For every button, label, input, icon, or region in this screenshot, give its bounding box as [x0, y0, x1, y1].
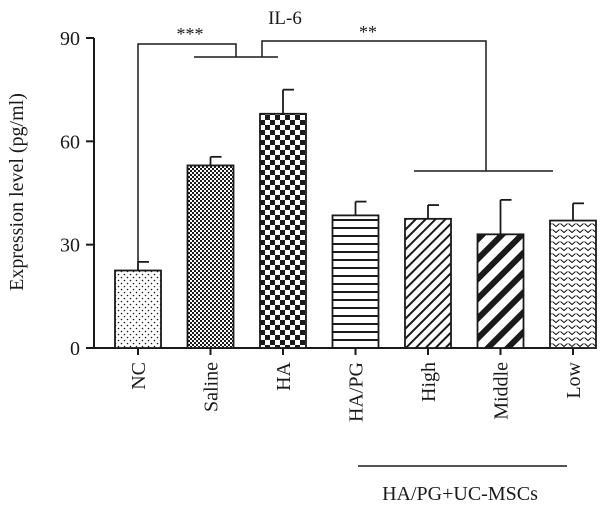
bracket-ha	[261, 40, 487, 171]
bar-ha	[259, 112, 307, 349]
y-tick-label: 0	[70, 338, 80, 360]
y-tick-label: 30	[60, 235, 80, 257]
x-tick-label: HA/PG	[346, 362, 368, 422]
x-tick-label: NC	[128, 362, 150, 390]
bars: NC Saline HA HA/PG High Middle Low	[114, 88, 597, 422]
x-tick-label: Low	[563, 361, 585, 398]
significance-annotations: *** **	[137, 22, 567, 467]
y-axis-label: Expression level (pg/ml)	[6, 93, 28, 291]
y-tick-label: 90	[60, 28, 80, 50]
chart-title: IL-6	[268, 8, 302, 29]
x-tick-label: HA	[273, 361, 295, 390]
x-tick-label: Saline	[201, 362, 223, 412]
x-tick-label: High	[418, 362, 440, 402]
bracket-nc	[137, 43, 237, 262]
bar-nc	[114, 269, 162, 349]
x-tick-label: Middle	[491, 362, 513, 420]
group-label: HA/PG+UC-MSCs	[382, 483, 538, 505]
bar-ha-pg	[331, 214, 380, 349]
bar-high	[404, 217, 452, 349]
bar-middle	[476, 233, 525, 349]
significance-marker: **	[359, 22, 377, 42]
significance-marker: ***	[177, 24, 204, 44]
y-tick-label: 60	[60, 131, 80, 153]
bar-low	[549, 219, 597, 349]
bar-saline	[186, 164, 235, 349]
